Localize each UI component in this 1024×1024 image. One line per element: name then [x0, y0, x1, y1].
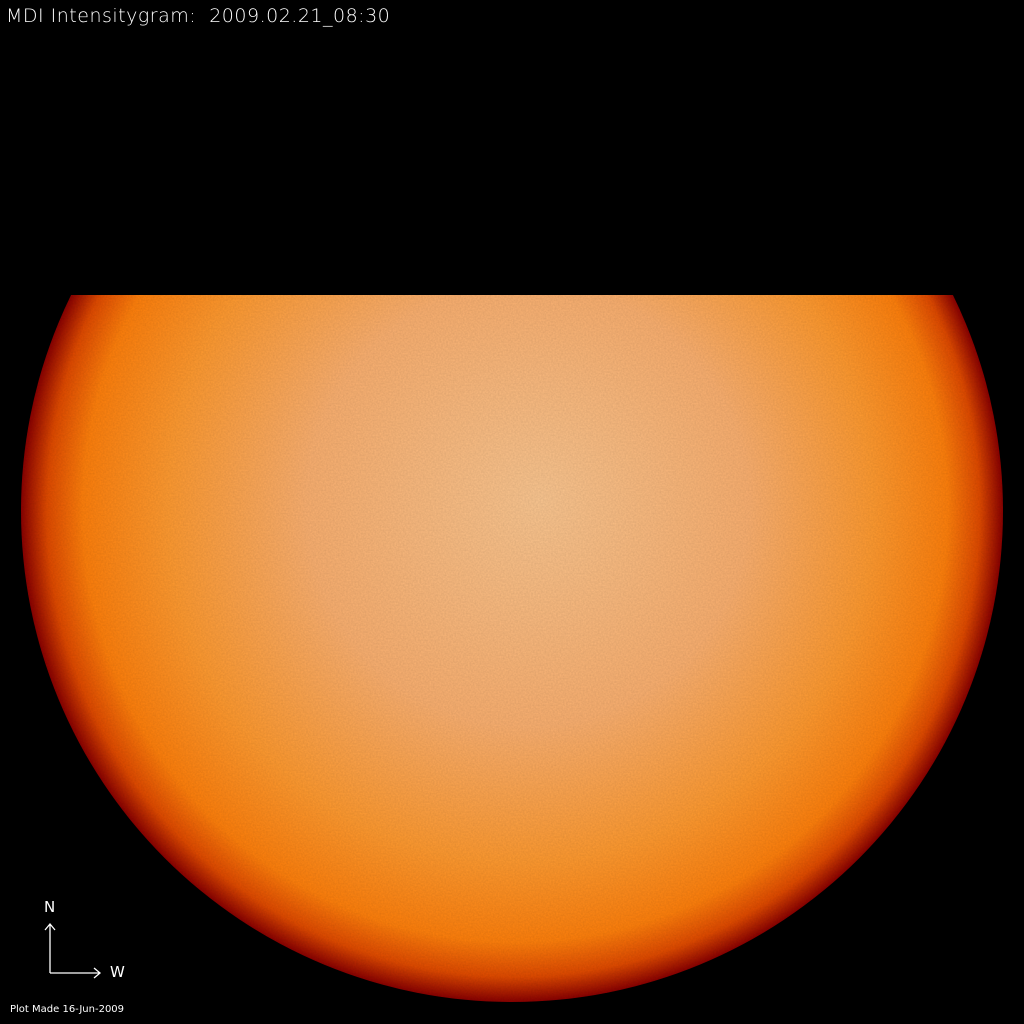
west-arrow-icon — [50, 967, 102, 979]
north-arrow-icon — [44, 922, 56, 973]
sun-texture — [21, 295, 1003, 1002]
plot-made-date: Plot Made 16-Jun-2009 — [10, 1004, 125, 1015]
image-title: MDI Intensitygram: 2009.02.21_08:30 — [6, 5, 391, 27]
north-label: N — [44, 898, 56, 916]
west-label: W — [110, 963, 125, 981]
